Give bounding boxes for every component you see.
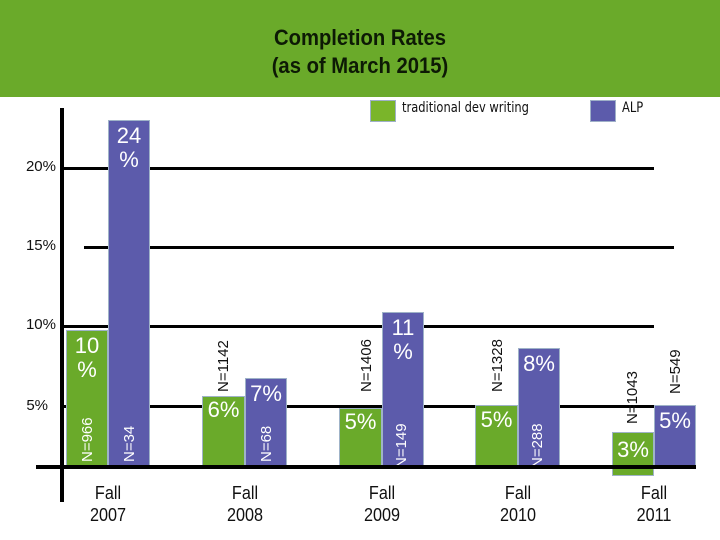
value-2009-alp: 11 % (391, 315, 415, 364)
bar-2009-traditional (339, 408, 382, 467)
title-banner: Completion Rates (as of March 2015) (0, 0, 720, 97)
n-2008-alp: N=68 (258, 425, 275, 462)
value-2007-traditional: 10 % (74, 333, 100, 382)
legend-label-traditional: traditional dev writing (402, 100, 529, 116)
n-2011-alp: N=549 (667, 349, 684, 394)
n-2009-traditional: N=1406 (358, 339, 375, 392)
n-2008-traditional: N=1142 (215, 340, 232, 392)
bar-2010-alp (518, 348, 560, 467)
y-tick-20: 20% (25, 158, 56, 175)
n-2010-alp: N=288 (529, 423, 546, 468)
y-tick-10: 10% (25, 316, 56, 333)
y-axis-line (60, 108, 64, 502)
bar-2008-alp (245, 378, 287, 467)
y-tick-5: 5% (26, 397, 48, 414)
n-2011-traditional: N=1043 (624, 371, 641, 424)
bar-2008-traditional (202, 396, 245, 467)
x-label-2008: Fall 2008 (226, 483, 264, 525)
x-label-2011: Fall 2011 (636, 483, 672, 525)
value-2009-traditional: 5% (344, 409, 377, 434)
n-2007-alp: N=34 (121, 425, 138, 462)
value-2008-alp: 7% (250, 381, 282, 406)
legend-swatch-alp (590, 100, 616, 122)
n-2009-alp: N=149 (393, 423, 410, 468)
title-line-2: (as of March 2015) (271, 53, 449, 78)
x-axis-line (36, 465, 696, 469)
value-2011-alp: 5% (659, 408, 691, 433)
value-2008-traditional: 6% (207, 397, 240, 422)
value-2010-traditional: 5% (480, 407, 513, 432)
bar-2007-alp (108, 120, 150, 467)
x-label-2009: Fall 2009 (363, 483, 401, 525)
x-label-2007: Fall 2007 (89, 483, 127, 525)
chart-title: Completion Rates (as of March 2015) (29, 24, 691, 80)
bar-2011-alp (654, 405, 696, 467)
legend-swatch-traditional (370, 100, 396, 122)
value-2011-traditional: 3% (617, 437, 649, 462)
x-label-2010: Fall 2010 (499, 483, 537, 525)
title-line-1: Completion Rates (273, 25, 447, 50)
n-2007-traditional: N=966 (79, 417, 96, 462)
gridline-5 (64, 405, 660, 408)
gridline-15 (84, 246, 674, 249)
y-tick-15: 15% (25, 237, 56, 254)
legend-label-alp: ALP (622, 100, 644, 116)
value-2007-alp: 24 % (116, 123, 142, 172)
n-2010-traditional: N=1328 (489, 339, 506, 392)
bar-2010-traditional (475, 405, 518, 467)
gridline-20 (64, 167, 654, 170)
bar-2009-alp (382, 312, 424, 467)
gridline-10 (64, 325, 654, 328)
value-2010-alp: 8% (523, 351, 555, 376)
